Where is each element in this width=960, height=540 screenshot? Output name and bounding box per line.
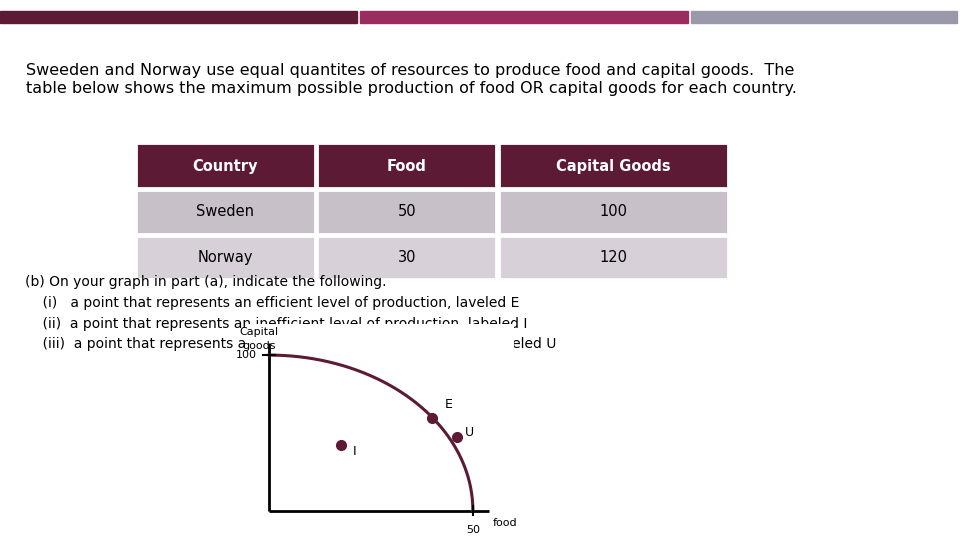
Text: (b) On your graph in part (a), indicate the following.
    (i)   a point that re: (b) On your graph in part (a), indicate … [25, 275, 556, 351]
Bar [691, 11, 957, 23]
Text: Sweeden and Norway use equal quantites of resources to produce food and capital : Sweeden and Norway use equal quantites o… [27, 63, 798, 96]
Bar [317, 190, 496, 233]
Text: I: I [352, 444, 356, 457]
Bar [317, 143, 496, 187]
Bar [135, 235, 315, 279]
Bar [498, 143, 729, 187]
Text: U: U [465, 426, 474, 439]
Text: E: E [444, 399, 452, 411]
Bar [498, 190, 729, 233]
Text: 120: 120 [600, 251, 628, 265]
Text: Country: Country [192, 159, 258, 173]
Bar [135, 143, 315, 187]
Bar [317, 235, 496, 279]
Text: Food: Food [387, 159, 426, 173]
Bar [0, 11, 357, 23]
Text: 100: 100 [600, 205, 628, 219]
Text: 30: 30 [397, 251, 416, 265]
Bar [135, 190, 315, 233]
Text: 100: 100 [236, 350, 257, 360]
Text: Capital Goods: Capital Goods [556, 159, 671, 173]
Text: Norway: Norway [198, 251, 252, 265]
Text: goods: goods [242, 341, 276, 351]
Text: Sweden: Sweden [196, 205, 254, 219]
Bar [360, 11, 688, 23]
Bar [498, 235, 729, 279]
Text: 50: 50 [466, 524, 480, 535]
Text: 50: 50 [397, 205, 416, 219]
Text: Capital: Capital [239, 327, 278, 337]
Text: food: food [493, 518, 517, 528]
